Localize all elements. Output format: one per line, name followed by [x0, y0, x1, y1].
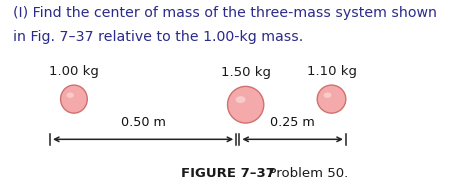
- Text: 0.25 m: 0.25 m: [270, 116, 314, 129]
- Ellipse shape: [235, 96, 245, 103]
- Text: 1.00 kg: 1.00 kg: [49, 65, 99, 78]
- Ellipse shape: [227, 86, 263, 123]
- Text: 1.10 kg: 1.10 kg: [306, 65, 356, 78]
- Text: in Fig. 7–37 relative to the 1.00-kg mass.: in Fig. 7–37 relative to the 1.00-kg mas…: [13, 30, 303, 44]
- Text: (I) Find the center of mass of the three-mass system shown: (I) Find the center of mass of the three…: [13, 6, 436, 20]
- Ellipse shape: [66, 93, 74, 98]
- Text: FIGURE 7–37: FIGURE 7–37: [181, 166, 275, 180]
- Text: Problem 50.: Problem 50.: [259, 166, 347, 180]
- Ellipse shape: [317, 85, 345, 113]
- Text: 1.50 kg: 1.50 kg: [220, 66, 270, 79]
- Ellipse shape: [60, 85, 87, 113]
- Ellipse shape: [323, 93, 331, 98]
- Text: 0.50 m: 0.50 m: [120, 116, 165, 129]
